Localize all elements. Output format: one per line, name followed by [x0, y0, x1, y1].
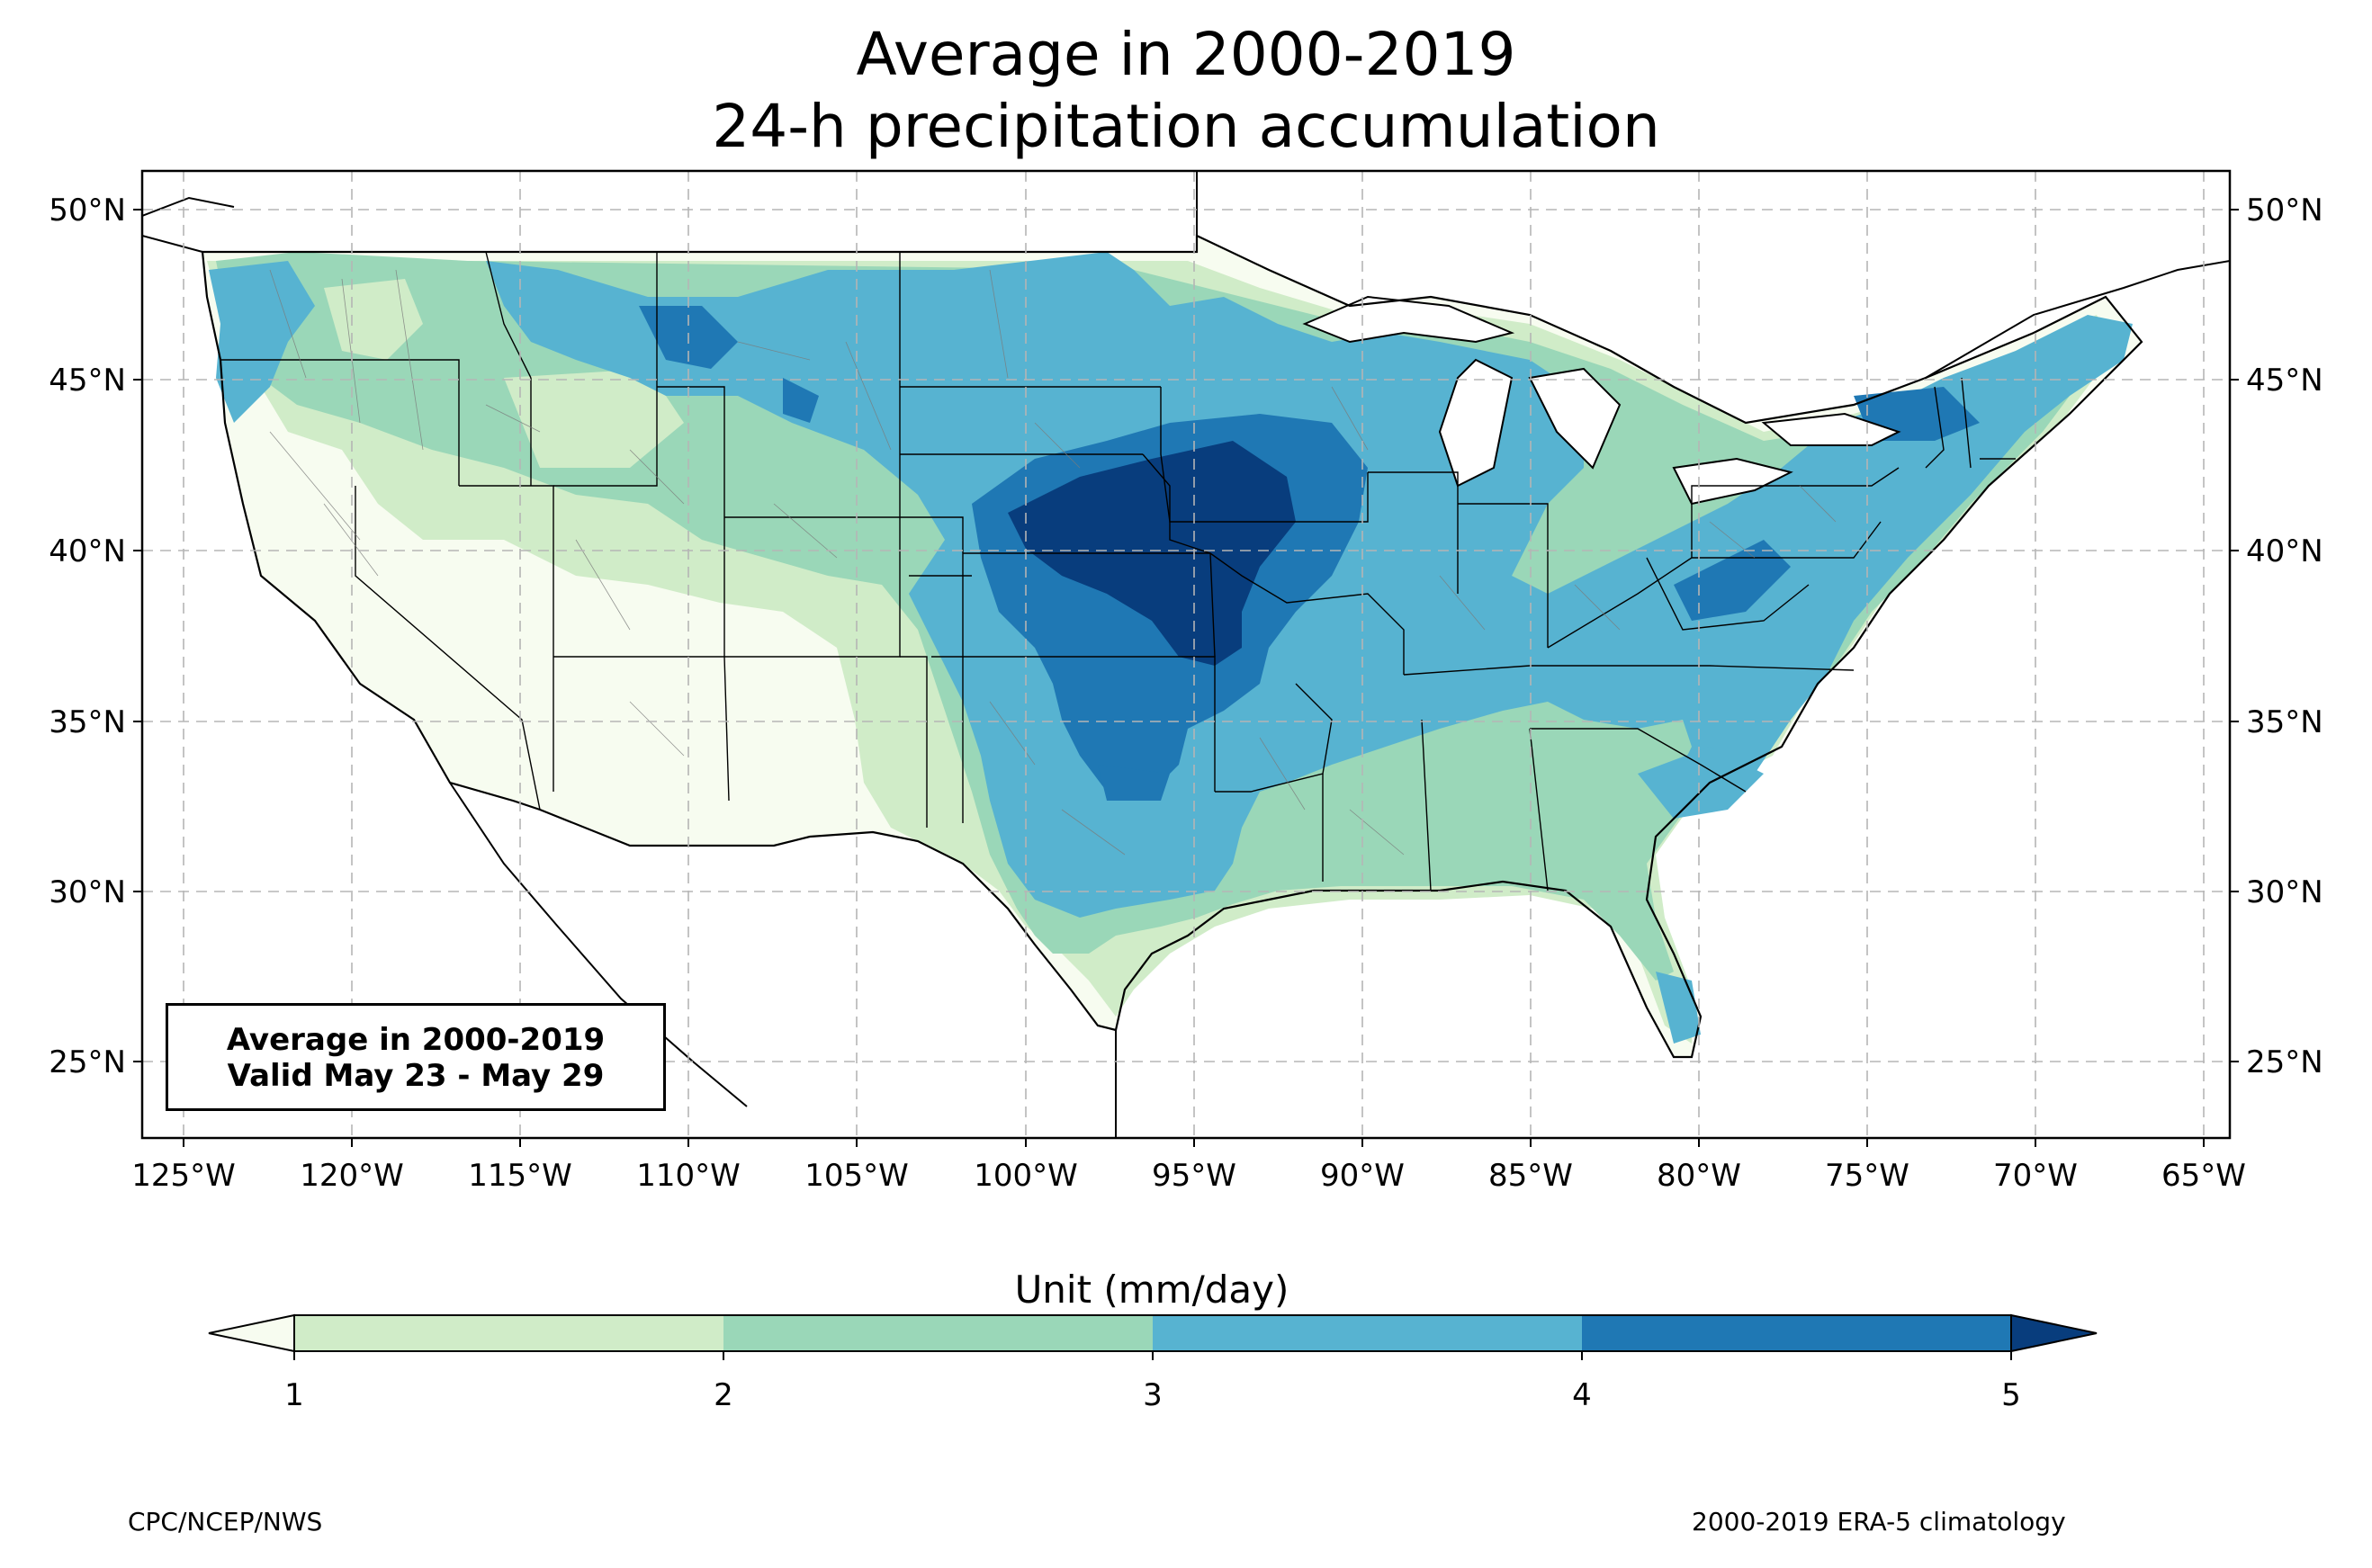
colorbar — [208, 1313, 2098, 1360]
colorbar-bin-1-2 — [294, 1315, 723, 1351]
lon-tick-label: 105°W — [804, 1158, 909, 1194]
valid-box-line2: Valid May 23 - May 29 — [227, 1058, 605, 1094]
lon-tick-label: 110°W — [636, 1158, 741, 1194]
lon-tick-label: 95°W — [1152, 1158, 1236, 1194]
lat-tick-label-right: 35°N — [2246, 704, 2323, 740]
map-title-line1: Average in 2000-2019 — [856, 20, 1516, 89]
colorbar-tick-label: 4 — [1572, 1377, 1592, 1413]
colorbar-bin-4-5 — [1582, 1315, 2011, 1351]
lat-tick-label-right: 25°N — [2246, 1044, 2323, 1080]
lat-tick-label-right: 50°N — [2246, 193, 2323, 228]
lat-tick-label-left: 30°N — [49, 874, 126, 910]
map-area — [142, 171, 2230, 1138]
map-frame — [140, 169, 2232, 1140]
lon-tick-label: 100°W — [974, 1158, 1078, 1194]
map-title-line2: 24-h precipitation accumulation — [712, 92, 1660, 161]
valid-box-line1: Average in 2000-2019 — [226, 1022, 606, 1058]
footer-credit: CPC/NCEP/NWS — [128, 1507, 323, 1537]
colorbar-under-triangle — [208, 1313, 295, 1353]
lon-tick-label: 115°W — [468, 1158, 572, 1194]
footer-dataset: 2000-2019 ERA-5 climatology — [1692, 1507, 2066, 1537]
state-boundaries — [220, 251, 2016, 892]
lat-tick-label-right: 30°N — [2246, 874, 2323, 910]
colorbar-tick-label: 2 — [714, 1377, 733, 1413]
lon-tick-label: 80°W — [1657, 1158, 1741, 1194]
lon-tick-label: 75°W — [1825, 1158, 1909, 1194]
lat-tick-label-left: 40°N — [49, 533, 126, 569]
lon-tick-label: 70°W — [1993, 1158, 2078, 1194]
colorbar-tick-label: 3 — [1143, 1377, 1163, 1413]
colorbar-bin-2-3 — [723, 1315, 1153, 1351]
lon-tick-label: 120°W — [300, 1158, 404, 1194]
lon-ticks — [183, 1138, 2205, 1147]
lon-tick-label: 65°W — [2161, 1158, 2246, 1194]
colorbar-over-triangle — [2010, 1313, 2098, 1353]
colorbar-bin-3-4 — [1153, 1315, 1582, 1351]
lat-tick-label-left: 50°N — [49, 193, 126, 228]
colorbar-label: Unit (mm/day) — [1015, 1268, 1289, 1312]
lon-tick-label: 90°W — [1320, 1158, 1405, 1194]
lat-tick-label-left: 35°N — [49, 704, 126, 740]
lat-tick-label-right: 45°N — [2246, 363, 2323, 399]
lon-tick-label: 125°W — [131, 1158, 236, 1194]
valid-period-box: Average in 2000-2019 Valid May 23 - May … — [166, 1003, 666, 1111]
lat-tick-label-left: 25°N — [49, 1044, 126, 1080]
lat-tick-label-left: 45°N — [49, 363, 126, 399]
lon-tick-label: 85°W — [1488, 1158, 1573, 1194]
lat-tick-label-right: 40°N — [2246, 533, 2323, 569]
colorbar-tick-label: 1 — [284, 1377, 304, 1413]
conus-outline — [201, 234, 2143, 1059]
colorbar-tick-label: 5 — [2001, 1377, 2021, 1413]
